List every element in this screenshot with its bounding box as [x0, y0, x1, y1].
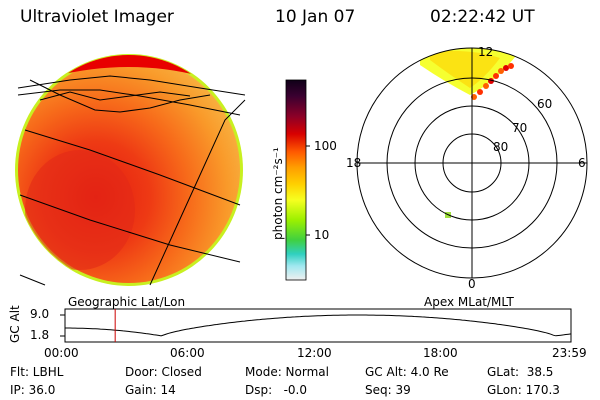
status-ip: IP: 36.0 [10, 383, 56, 397]
right-panel-caption: Apex MLat/MLT [424, 295, 514, 309]
status-door: Door: Closed [125, 365, 202, 379]
timeline-ylabel: GC Alt [8, 305, 22, 343]
timeline-ytick-low: 1.8 [30, 328, 50, 342]
timeline-xtick-0600: 06:00 [170, 346, 205, 360]
timeline-xtick-1200: 12:00 [297, 346, 332, 360]
mlt-label-18: 18 [346, 156, 362, 170]
mlt-label-0: 0 [468, 277, 476, 291]
status-glon: GLon: 170.3 [487, 383, 560, 397]
earth-image [15, 54, 246, 286]
colorbar-tick-100: 100 [314, 139, 337, 153]
timeline-xtick-0000: 00:00 [44, 346, 79, 360]
status-glat: GLat: 38.5 [487, 365, 554, 379]
colorbar-unit-label: photon cm⁻²s⁻¹ [271, 147, 285, 240]
lat-label-60: 60 [537, 97, 553, 111]
mlt-label-6: 6 [578, 156, 586, 170]
time-label: 02:22:42 UT [430, 7, 535, 27]
timeline-xtick-1800: 18:00 [423, 346, 458, 360]
timeline-ytick-high: 9.0 [30, 307, 50, 321]
status-gain: Gain: 14 [125, 383, 176, 397]
colorbar-tick-10: 10 [314, 228, 330, 242]
status-filter: Flt: LBHL [10, 365, 64, 379]
polar-plot [356, 47, 588, 279]
status-seq: Seq: 39 [365, 383, 411, 397]
left-panel-caption: Geographic Lat/Lon [68, 295, 186, 309]
instrument-title: Ultraviolet Imager [20, 7, 174, 27]
lat-label-80: 80 [493, 140, 509, 154]
lat-label-70: 70 [512, 121, 528, 135]
geographic-grid [17, 75, 246, 286]
date-label: 10 Jan 07 [275, 7, 356, 27]
altitude-timeline [60, 308, 572, 343]
mlt-label-12: 12 [478, 45, 494, 59]
timeline-xtick-2359: 23:59 [552, 346, 587, 360]
status-gc-alt: GC Alt: 4.0 Re [365, 365, 449, 379]
status-dsp: Dsp: -0.0 [245, 383, 308, 397]
status-mode: Mode: Normal [245, 365, 329, 379]
colorbar [285, 79, 307, 281]
